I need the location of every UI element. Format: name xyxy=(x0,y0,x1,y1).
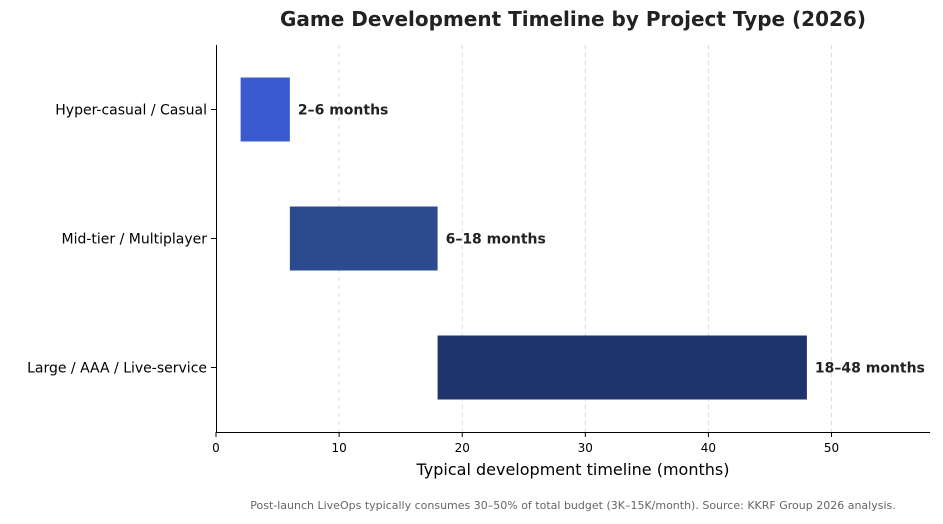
bar-3 xyxy=(437,335,807,400)
bars-group xyxy=(240,77,807,400)
x-tick-label: 40 xyxy=(701,441,716,455)
x-axis-label: Typical development timeline (months) xyxy=(416,460,730,479)
x-tick-label: 20 xyxy=(455,441,470,455)
category-label: Mid-tier / Multiplayer xyxy=(61,232,207,248)
x-ticks-group: 0 10 20 30 40 50 xyxy=(212,432,839,455)
category-label: Large / AAA / Live-service xyxy=(27,361,207,377)
category-labels-group: Hyper-casual / Casual Mid-tier / Multipla… xyxy=(27,103,216,377)
x-tick-label: 10 xyxy=(331,441,346,455)
bar-2 xyxy=(289,206,438,271)
bar-value-label: 2–6 months xyxy=(298,103,389,119)
chart-title: Game Development Timeline by Project Typ… xyxy=(280,7,866,31)
bar-value-label: 18–48 months xyxy=(815,361,925,377)
footnote: Post-launch LiveOps typically consumes 3… xyxy=(250,499,895,512)
category-label: Hyper-casual / Casual xyxy=(55,103,207,119)
bar-value-label: 6–18 months xyxy=(446,232,546,248)
x-tick-label: 50 xyxy=(824,441,839,455)
x-tick-label: 0 xyxy=(212,441,220,455)
bar-labels-group: 2–6 months 6–18 months 18–48 months xyxy=(298,103,925,377)
bar-1 xyxy=(240,77,290,142)
x-tick-label: 30 xyxy=(578,441,593,455)
